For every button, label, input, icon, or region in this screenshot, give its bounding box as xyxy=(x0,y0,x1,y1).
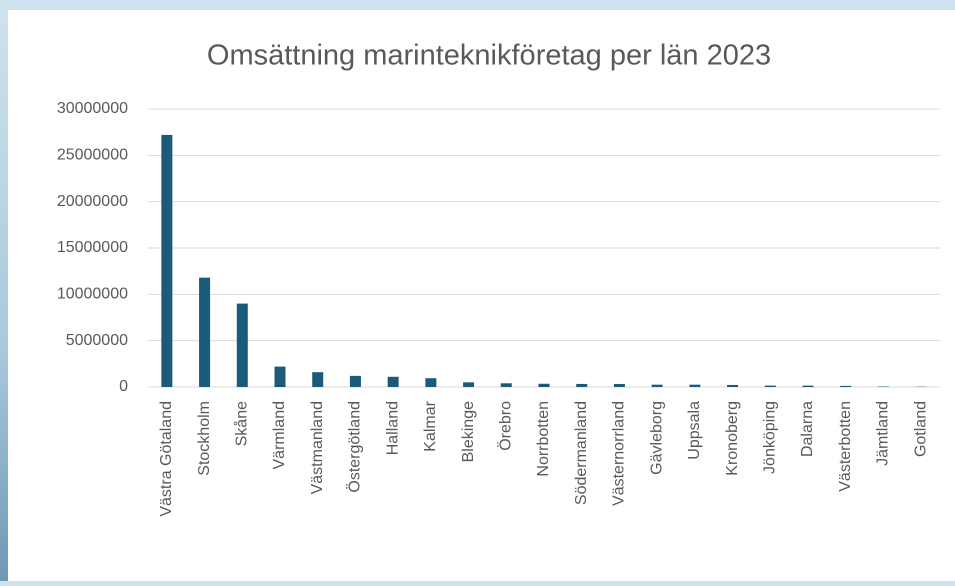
bar xyxy=(501,383,512,387)
x-tick-label: Kalmar xyxy=(422,400,439,451)
y-tick-label: 15000000 xyxy=(57,239,128,256)
y-tick-label: 0 xyxy=(119,378,128,395)
bar xyxy=(689,385,700,387)
chart: Omsättning marinteknikföretag per län 20… xyxy=(8,10,955,581)
x-tick-label: Värmland xyxy=(271,401,288,469)
x-tick-label: Halland xyxy=(384,401,401,455)
bar xyxy=(765,386,776,387)
y-tick-label: 5000000 xyxy=(66,332,128,349)
x-tick-label: Gävleborg xyxy=(648,401,665,475)
x-tick-label: Gotland xyxy=(912,401,929,457)
bar xyxy=(199,278,210,387)
y-tick-label: 30000000 xyxy=(57,100,128,117)
bar xyxy=(576,384,587,387)
bar xyxy=(727,385,738,387)
x-tick-label: Dalarna xyxy=(799,401,816,457)
bar xyxy=(803,386,814,387)
x-tick-label: Stockholm xyxy=(196,401,213,476)
bar xyxy=(652,385,663,387)
y-tick-label: 25000000 xyxy=(57,147,128,164)
x-tick-label: Södermanland xyxy=(573,401,590,505)
y-tick-label: 20000000 xyxy=(57,193,128,210)
x-tick-label: Örebro xyxy=(497,401,515,451)
bar xyxy=(840,386,851,387)
x-tick-label: Kronoberg xyxy=(724,401,741,476)
bar xyxy=(614,384,625,387)
x-tick-label: Östergötland xyxy=(346,401,364,493)
bar xyxy=(312,372,323,387)
bar xyxy=(161,135,172,387)
y-tick-label: 10000000 xyxy=(57,286,128,303)
chart-title: Omsättning marinteknikföretag per län 20… xyxy=(207,40,771,72)
x-tick-label: Blekinge xyxy=(460,401,477,462)
x-tick-label: Uppsala xyxy=(686,401,703,460)
x-tick-label: Skåne xyxy=(233,401,251,446)
bar xyxy=(388,377,399,387)
bar xyxy=(350,376,361,387)
bar xyxy=(237,304,248,387)
x-tick-label: Västmanland xyxy=(309,401,326,494)
x-tick-label: Norrbotten xyxy=(535,401,552,477)
x-tick-label: Västernorrland xyxy=(611,401,628,506)
x-tick-label: Jönköping xyxy=(762,401,779,474)
x-tick-label: Västra Götaland xyxy=(158,401,175,517)
bar xyxy=(275,367,286,387)
bar xyxy=(539,384,550,387)
x-tick-label: Jämtland xyxy=(875,401,892,466)
x-tick-label: Västerbotten xyxy=(837,401,854,492)
bar xyxy=(463,382,474,387)
bar xyxy=(425,378,436,387)
chart-panel: Omsättning marinteknikföretag per län 20… xyxy=(8,10,955,581)
